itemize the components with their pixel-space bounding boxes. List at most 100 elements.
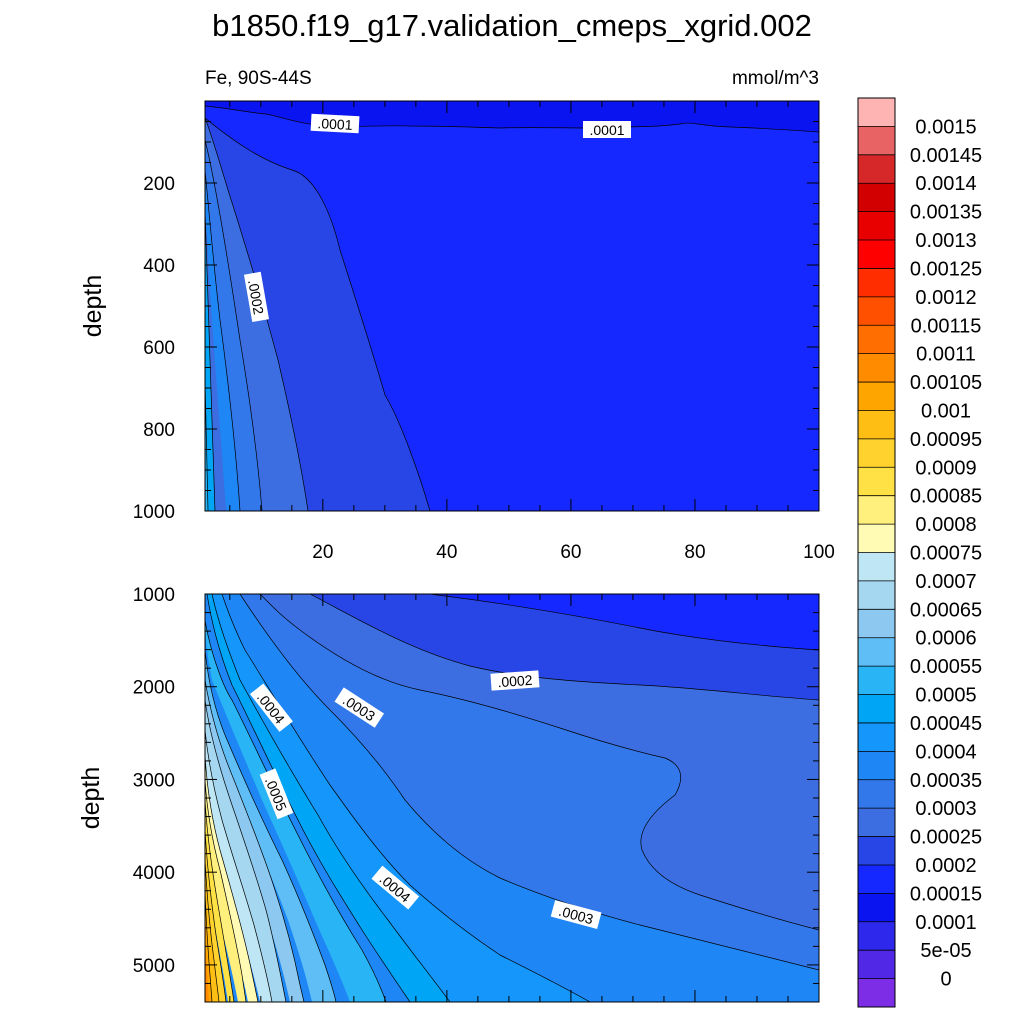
colorbar-label: 0.00075 <box>910 543 982 565</box>
x-tick-label: 40 <box>436 542 457 563</box>
colorbar-swatch <box>858 211 895 241</box>
y-tick-label: 2000 <box>133 678 175 699</box>
colorbar-swatch <box>858 552 895 582</box>
colorbar-label: 0.0004 <box>915 741 976 763</box>
upper-contour-label: .0001 <box>310 113 360 134</box>
colorbar-swatch <box>858 950 895 979</box>
lower-panel: .0004 .0003 .0002 .0005 .0004 .0003 1000… <box>133 585 820 1003</box>
colorbar-swatch <box>858 98 895 127</box>
colorbar-swatch <box>858 183 895 212</box>
colorbar-label: 0 <box>940 969 951 991</box>
y-tick-label: 400 <box>143 256 175 277</box>
colorbar-frame <box>857 97 896 1008</box>
colorbar-label: 0.001 <box>921 400 971 422</box>
colorbar-label: 0.00095 <box>910 429 982 451</box>
colorbar-swatch <box>858 808 895 837</box>
svg-text:.0002: .0002 <box>497 672 533 690</box>
x-tick-label: 60 <box>560 542 581 563</box>
colorbar-label: 0.0003 <box>915 798 976 820</box>
colorbar-swatch <box>858 978 895 1008</box>
lower-y-axis-title: depth <box>77 767 105 830</box>
colorbar-swatch <box>858 637 895 667</box>
colorbar: 0.0015 0.00145 0.0014 0.00135 0.0013 0.00125 0… <box>857 97 982 1008</box>
colorbar-label: 0.0015 <box>915 116 976 138</box>
colorbar-swatch <box>858 921 895 951</box>
colorbar-swatch <box>858 240 895 269</box>
colorbar-label: 0.00115 <box>911 315 982 337</box>
colorbar-label: 0.00125 <box>910 258 982 280</box>
colorbar-label: 0.00015 <box>910 883 982 905</box>
svg-text:.0001: .0001 <box>317 115 353 133</box>
colorbar-label: 0.0012 <box>915 287 976 309</box>
colorbar-swatch <box>858 836 895 866</box>
colorbar-swatch <box>858 325 895 354</box>
chart-title: b1850.f19_g17.validation_cmeps_xgrid.002 <box>212 8 812 43</box>
colorbar-swatch <box>858 524 895 553</box>
y-tick-label: 3000 <box>133 770 175 791</box>
x-tick-label: 20 <box>312 542 333 563</box>
lower-axis-ticks: 1000 2000 3000 4000 5000 <box>133 585 820 1003</box>
y-tick-label: 5000 <box>133 956 175 977</box>
colorbar-label: 0.0008 <box>915 514 976 536</box>
colorbar-swatch <box>858 722 895 752</box>
upper-axis-ticks: 200 400 600 800 1000 20 40 60 80 100 <box>133 101 835 563</box>
colorbar-label: 0.0009 <box>915 457 976 479</box>
upper-contour-lines <box>205 105 819 511</box>
upper-contour-label: .0001 <box>583 121 631 138</box>
colorbar-label: 0.00055 <box>910 656 982 678</box>
svg-text:.0002: .0002 <box>245 278 267 315</box>
y-tick-label: 200 <box>143 174 175 195</box>
colorbar-label: 0.0002 <box>915 855 976 877</box>
colorbar-label: 0.0005 <box>915 685 976 707</box>
colorbar-label: 0.00145 <box>910 145 982 167</box>
colorbar-swatch <box>858 410 895 440</box>
colorbar-swatch <box>858 779 895 809</box>
colorbar-label: 0.0006 <box>915 628 976 650</box>
colorbar-label: 0.0007 <box>915 571 976 593</box>
y-tick-label: 600 <box>143 338 175 359</box>
colorbar-swatch <box>858 694 895 724</box>
x-tick-label: 80 <box>684 542 705 563</box>
colorbar-label: 0.0014 <box>915 173 976 195</box>
y-tick-label: 800 <box>143 420 175 441</box>
colorbar-label: 0.0013 <box>915 230 976 252</box>
colorbar-label: 0.00035 <box>910 770 982 792</box>
units-label: mmol/m^3 <box>732 68 819 89</box>
lower-contour-label: .0002 <box>490 670 540 691</box>
colorbar-label: 0.00135 <box>910 202 982 224</box>
colorbar-label: 0.00045 <box>910 713 982 735</box>
upper-y-axis-title: depth <box>79 275 107 338</box>
colorbar-swatch <box>858 864 895 894</box>
colorbar-label: 0.00025 <box>910 827 982 849</box>
colorbar-label: 0.0001 <box>915 912 976 934</box>
colorbar-label: 0.0011 <box>916 344 976 366</box>
colorbar-swatch <box>858 353 895 383</box>
colorbar-swatch <box>858 382 895 411</box>
x-tick-label: 100 <box>803 542 835 563</box>
colorbar-swatch <box>858 580 895 610</box>
y-tick-label: 1000 <box>133 502 175 523</box>
svg-text:.0001: .0001 <box>589 122 624 138</box>
colorbar-swatch <box>858 893 895 923</box>
colorbar-label: 5e-05 <box>920 940 971 962</box>
colorbar-label: 0.00085 <box>910 486 982 508</box>
colorbar-swatch <box>858 495 895 525</box>
upper-contour-label: .0002 <box>243 271 270 323</box>
y-tick-label: 4000 <box>133 863 175 884</box>
upper-panel: .0001 .0001 .0002 200 400 600 800 1000 20 40 60… <box>133 100 835 563</box>
colorbar-swatch <box>858 467 895 496</box>
colorbar-label: 0.00105 <box>910 372 982 394</box>
colorbar-swatch <box>858 666 895 695</box>
colorbar-swatch <box>858 751 895 781</box>
colorbar-swatch <box>858 296 895 326</box>
colorbar-swatch <box>858 438 895 468</box>
upper-contour-fill <box>205 101 819 511</box>
y-tick-label: 1000 <box>133 585 175 606</box>
variable-label: Fe, 90S-44S <box>205 68 312 89</box>
colorbar-swatch <box>858 609 895 639</box>
colorbar-swatch <box>858 154 895 184</box>
colorbar-swatch <box>858 268 895 298</box>
colorbar-label: 0.00065 <box>910 599 982 621</box>
lower-contour-fill <box>205 594 819 1002</box>
